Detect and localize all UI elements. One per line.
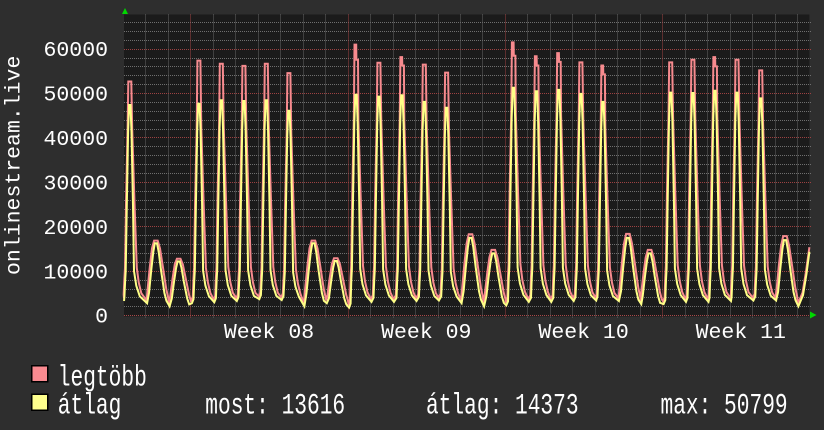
svg-text:átlag: 14373: átlag: 14373: [426, 389, 579, 422]
svg-text:átlag: átlag: [58, 389, 122, 422]
svg-text:legtöbb: legtöbb: [58, 361, 147, 394]
svg-text:20000: 20000: [43, 217, 108, 241]
svg-text:0: 0: [95, 306, 108, 330]
svg-text:Week 08: Week 08: [224, 321, 314, 345]
svg-text:40000: 40000: [43, 128, 108, 152]
svg-text:30000: 30000: [43, 172, 108, 196]
svg-text:60000: 60000: [43, 39, 108, 63]
svg-text:most: 13616: most: 13616: [205, 389, 345, 422]
svg-text:Week 09: Week 09: [381, 321, 471, 345]
svg-text:10000: 10000: [43, 261, 108, 285]
svg-text:50000: 50000: [43, 84, 108, 108]
svg-text:onlinestream.live: onlinestream.live: [3, 56, 27, 275]
svg-text:max: 50799: max: 50799: [661, 389, 788, 422]
svg-text:Week 11: Week 11: [696, 321, 786, 345]
svg-text:Week 10: Week 10: [538, 321, 628, 345]
